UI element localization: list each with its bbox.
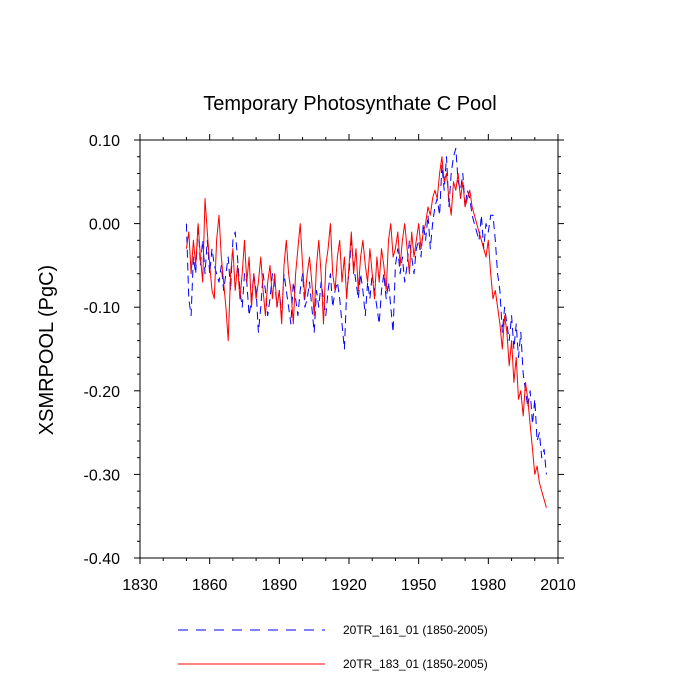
- x-tick-label: 1830: [122, 577, 158, 594]
- y-tick-label: -0.10: [84, 300, 121, 317]
- series-lines: [185, 147, 547, 508]
- x-tick-label: 1950: [401, 577, 437, 594]
- x-tick-label: 1920: [331, 577, 367, 594]
- x-tick-labels: 1830 1860 1890 1920 1950 1980 2010: [122, 577, 576, 594]
- y-axis-label: XSMRPOOL (PgC): [36, 265, 58, 435]
- series-line-20TR_183_01: [185, 156, 547, 508]
- x-tick-label: 2010: [540, 577, 576, 594]
- x-tick-label: 1860: [192, 577, 228, 594]
- plot-frame: [139, 139, 559, 559]
- legend-label-20TR_183_01: 20TR_183_01 (1850-2005): [343, 657, 488, 671]
- y-tick-label: -0.30: [84, 467, 121, 484]
- chart-title: Temporary Photosynthate C Pool: [203, 93, 497, 115]
- legend: 20TR_161_01 (1850-2005) 20TR_183_01 (185…: [178, 623, 488, 671]
- y-tick-label: -0.20: [84, 384, 121, 401]
- y-tick-label: -0.40: [84, 551, 121, 568]
- axis-ticks: [134, 134, 564, 564]
- y-tick-label: 0.00: [89, 217, 120, 234]
- x-tick-label: 1890: [262, 577, 298, 594]
- x-tick-label: 1980: [471, 577, 507, 594]
- y-tick-label: 0.10: [89, 133, 120, 150]
- legend-label-20TR_161_01: 20TR_161_01 (1850-2005): [343, 623, 488, 637]
- y-tick-labels: 0.10 0.00 -0.10 -0.20 -0.30 -0.40: [84, 133, 121, 568]
- series-line-20TR_161_01: [185, 147, 547, 475]
